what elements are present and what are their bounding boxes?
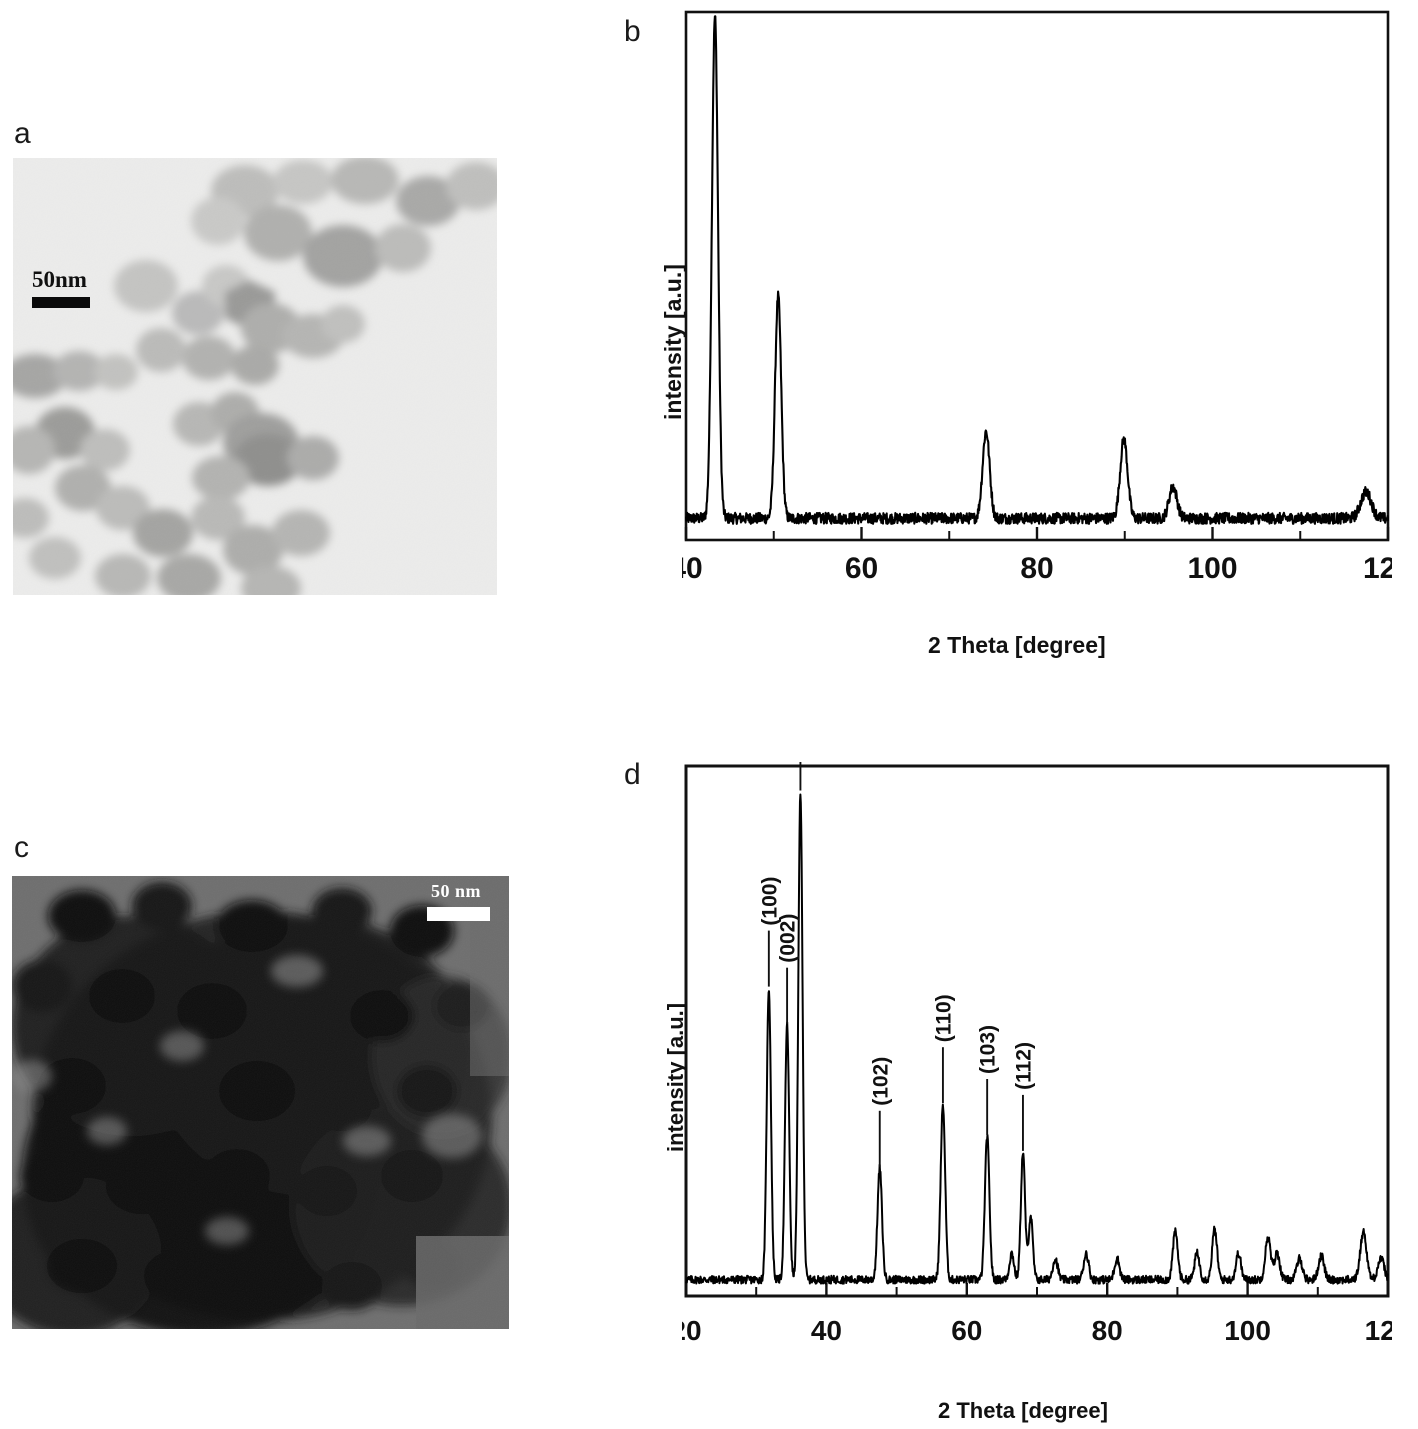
x-tick-label: 60 — [845, 552, 878, 585]
x-tick-label: 100 — [1187, 552, 1237, 585]
peak-index-label: (102) — [869, 1057, 892, 1106]
xrd-d-canvas: 20406080100120(100)(002)(101)(102)(110)(… — [682, 762, 1392, 1346]
xrd-plot-panel-d: 20406080100120(100)(002)(101)(102)(110)(… — [682, 762, 1392, 1362]
peak-index-label: (002) — [777, 914, 800, 963]
scale-bar-c — [427, 907, 490, 921]
panel-c-letter: c — [14, 831, 29, 864]
x-tick-label: 80 — [1020, 552, 1053, 585]
x-tick-label: 60 — [951, 1315, 982, 1346]
panel-d-x-axis-label: 2 Theta [degree] — [938, 1398, 1108, 1423]
x-tick-label: 100 — [1224, 1315, 1271, 1346]
panel-d-y-axis-label: intensity [a.u.] — [663, 1002, 688, 1152]
xrd-plot-panel-b: 40 60 80 100 120 — [682, 8, 1392, 596]
scale-bar-a — [32, 297, 90, 308]
x-tick-label: 80 — [1092, 1315, 1123, 1346]
x-tick-label: 120 — [1365, 1315, 1392, 1346]
xrd-trace — [684, 15, 1390, 525]
panel-d-letter: d — [624, 758, 641, 791]
peak-index-label: (100) — [758, 877, 781, 926]
peak-index-label: (112) — [1013, 1042, 1036, 1090]
scale-bar-label-c: 50 nm — [431, 881, 482, 901]
tem-image-panel-c — [12, 876, 509, 1329]
scale-bar-label-a: 50nm — [32, 267, 87, 292]
tem-a-canvas — [13, 158, 497, 595]
panel-b-letter: b — [624, 15, 641, 48]
x-tick-label: 120 — [1363, 552, 1392, 585]
peak-index-label: (110) — [933, 994, 956, 1042]
tem-c-canvas — [12, 876, 509, 1329]
xrd-b-canvas: 40 60 80 100 120 — [682, 10, 1392, 585]
xrd-trace — [685, 793, 1389, 1285]
x-tick-label: 20 — [682, 1315, 702, 1346]
tem-image-panel-a — [13, 158, 497, 595]
panel-a-letter: a — [14, 117, 31, 150]
x-tick-label: 40 — [811, 1315, 842, 1346]
panel-b-x-axis-label: 2 Theta [degree] — [928, 632, 1106, 658]
peak-index-label: (103) — [977, 1025, 1000, 1074]
panel-b-y-axis-label: intensity [a.u.] — [660, 264, 686, 420]
x-tick-label: 40 — [682, 552, 703, 585]
